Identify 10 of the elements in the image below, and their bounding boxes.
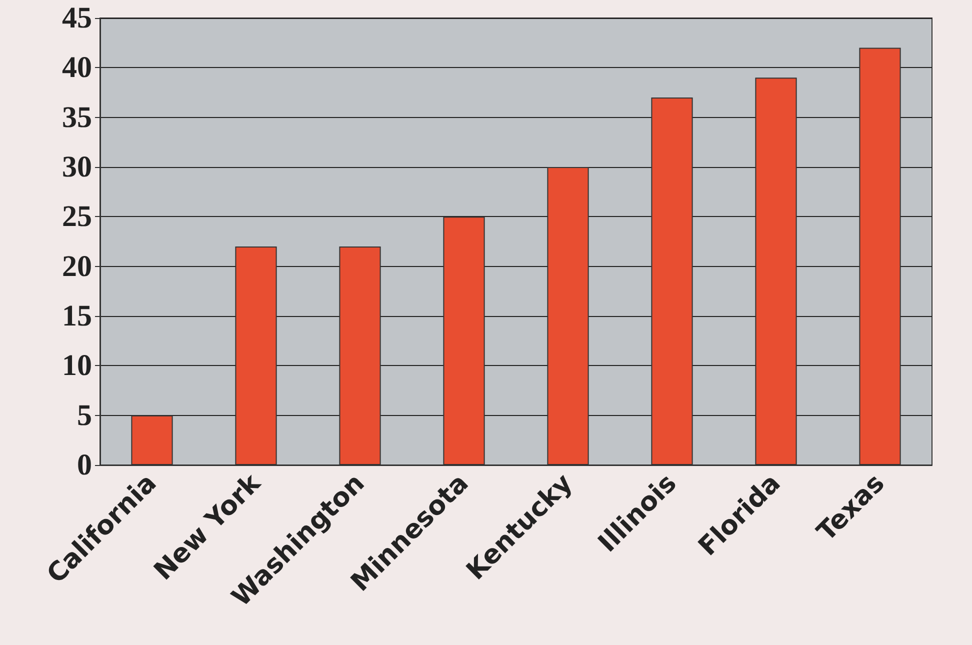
y-tick-label: 30 [62,150,92,184]
y-tick-label: 45 [62,2,92,34]
y-tick-label: 40 [62,51,92,84]
y-tick-label: 25 [62,200,92,234]
y-tick-label: 35 [62,100,92,134]
y-tick-label: 0 [77,448,92,482]
y-tick-label: 20 [62,250,92,283]
y-tick-label: 10 [62,349,92,382]
y-tick-label: 5 [77,398,92,432]
y-tick-label: 15 [62,300,92,332]
